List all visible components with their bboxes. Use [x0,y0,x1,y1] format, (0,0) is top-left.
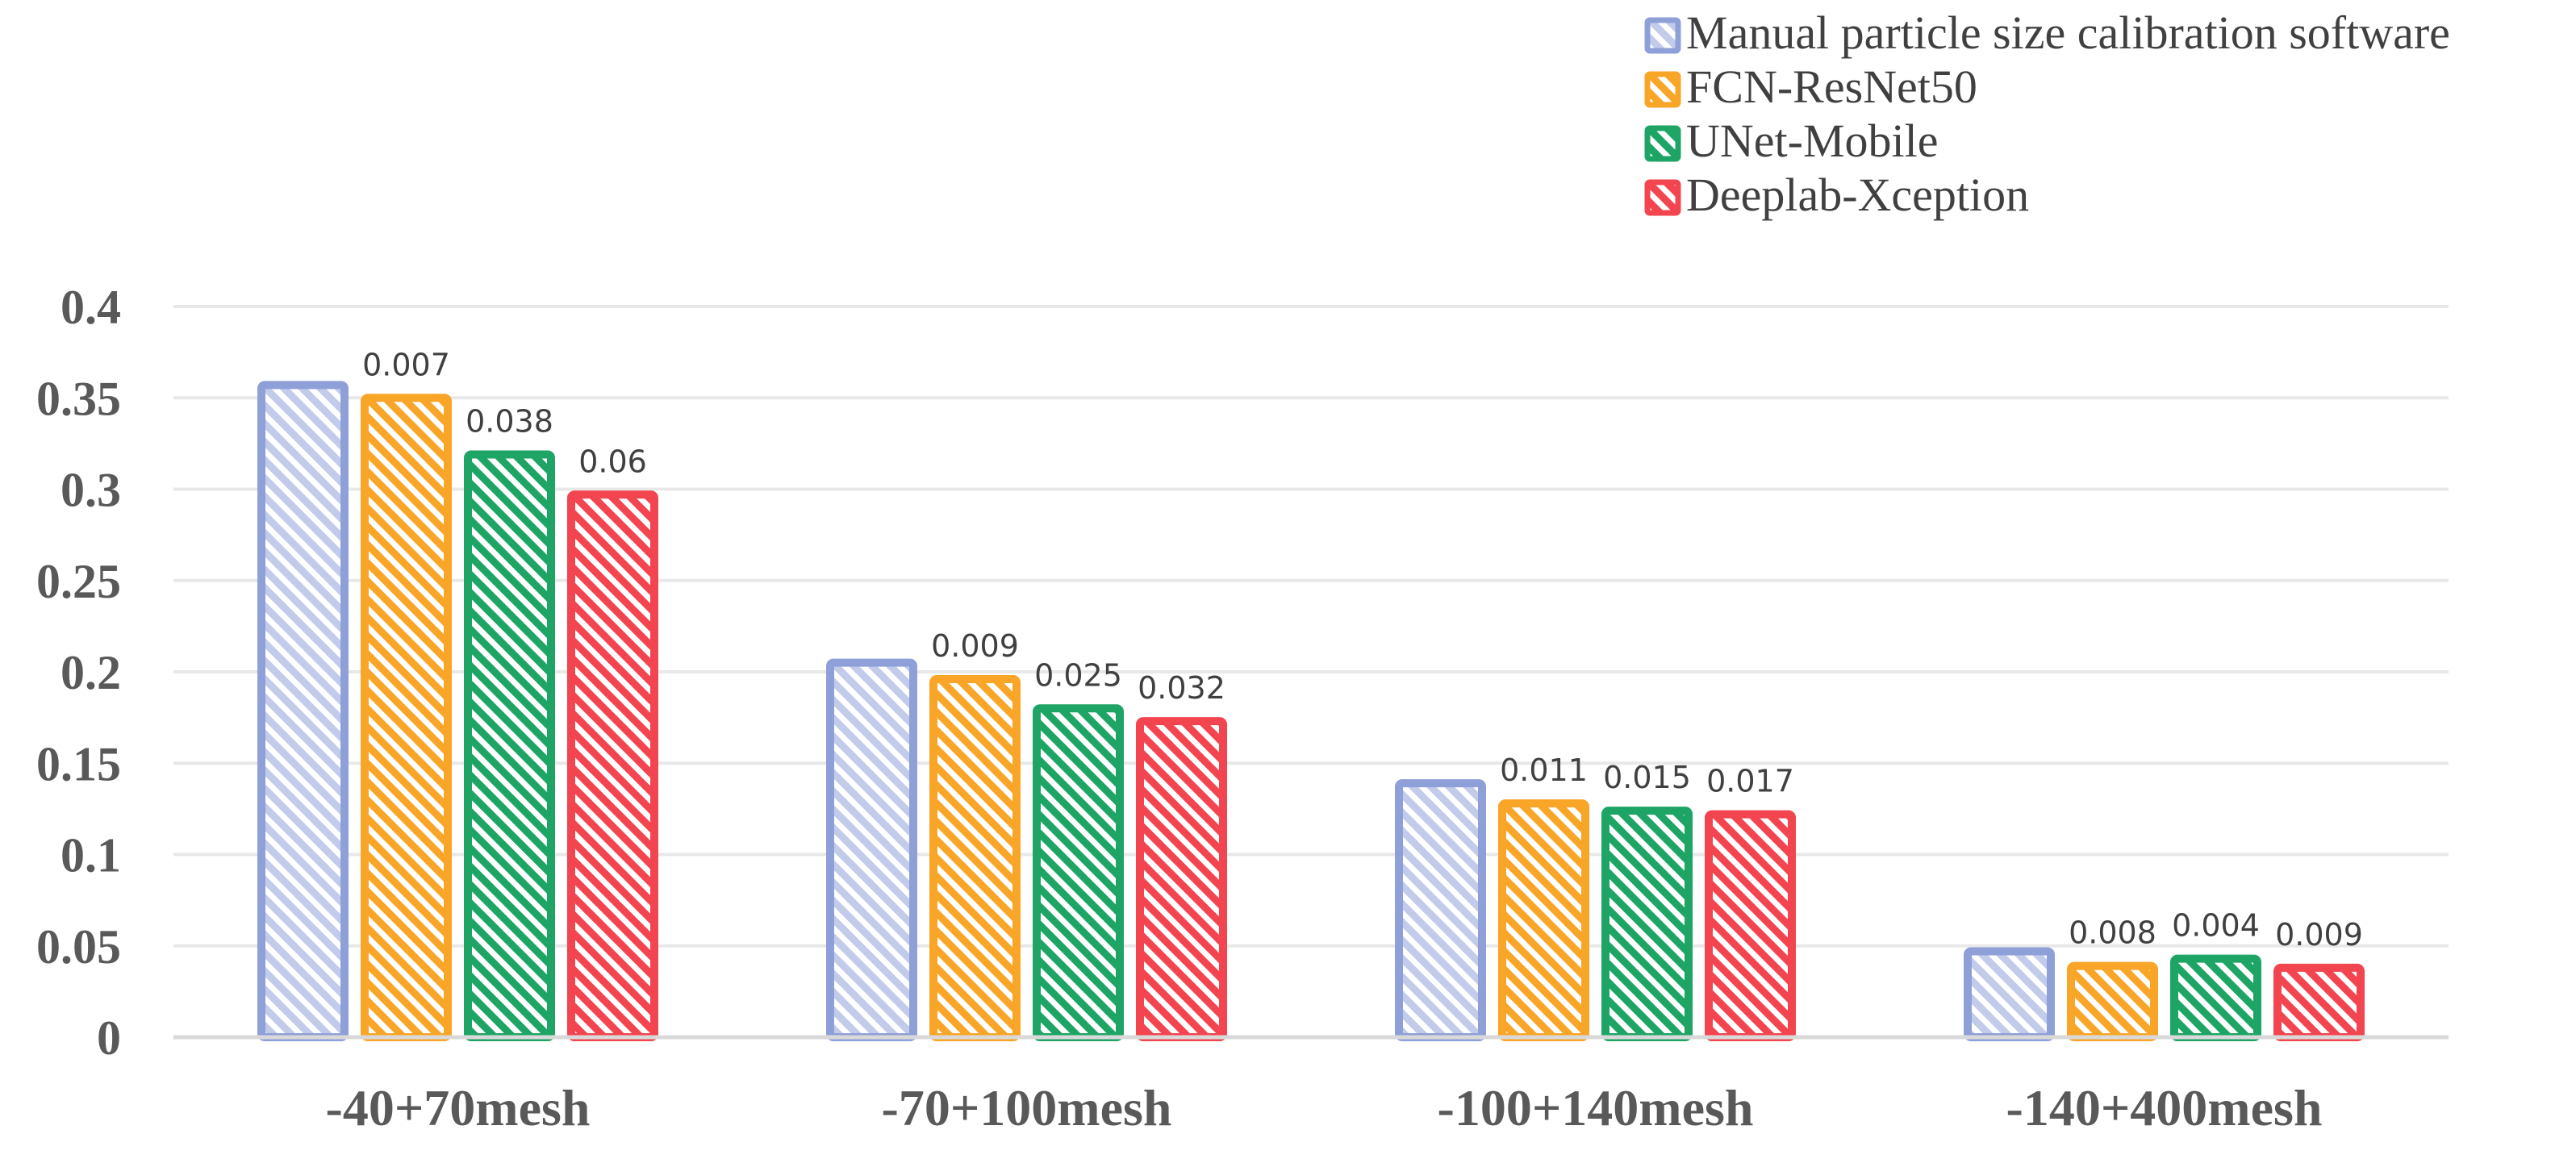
y-tick-label: 0.4 [61,281,121,334]
bar-unet-mobile-40-70mesh [464,450,555,1041]
bar-manual-particle-size-calibration-software-70-100mesh [826,658,917,1041]
bar-manual-particle-size-calibration-software-140-400mesh [1964,947,2055,1042]
y-tick-label: 0.35 [36,372,121,425]
legend-swatch-unet-mobile [1644,125,1681,162]
legend: Manual particle size calibration softwar… [1644,6,2450,221]
data-label: 0.06 [578,444,647,479]
bar-deeplab-xception-70-100mesh [1136,717,1227,1042]
legend-label: Deeplab-Xception [1686,169,2029,221]
y-tick-label: 0.05 [36,920,121,973]
bar-fcn-resnet50-140-400mesh [2067,961,2158,1042]
data-label: 0.011 [1500,753,1588,788]
legend-swatch-deeplab-xception [1644,179,1681,216]
bar-manual-particle-size-calibration-software-40-70mesh [257,381,349,1041]
bar-manual-particle-size-calibration-software-100-140mesh [1395,779,1486,1041]
legend-label: UNet-Mobile [1686,115,1939,167]
bar-deeplab-xception-100-140mesh [1705,810,1796,1041]
bar-fcn-resnet50-100-140mesh [1498,799,1589,1042]
bar-fcn-resnet50-70-100mesh [929,675,1021,1041]
bar-deeplab-xception-140-400mesh [2273,963,2365,1042]
x-tick-label: -100+140mesh [1438,1079,1754,1136]
bar-unet-mobile-140-400mesh [2170,954,2261,1041]
data-label: 0.017 [1706,764,1794,799]
data-label: 0.015 [1603,760,1691,795]
bars [257,381,2365,1042]
data-label: 0.038 [466,403,553,439]
bar-fcn-resnet50-40-70mesh [361,394,452,1041]
x-tick-label: -70+100mesh [882,1079,1172,1136]
x-tick-label: -140+400mesh [2006,1079,2323,1136]
data-label: 0.032 [1138,670,1225,706]
bar-unet-mobile-70-100mesh [1033,704,1124,1041]
bar-deeplab-xception-40-70mesh [567,490,658,1041]
y-tick-label: 0.2 [61,646,121,699]
data-label: 0.004 [2172,908,2260,944]
y-tick-label: 0.15 [36,737,121,790]
legend-swatch-manual-particle-size-calibration-software [1644,17,1681,54]
y-tick-label: 0.1 [61,829,121,882]
data-label: 0.009 [931,628,1019,664]
data-label: 0.008 [2069,915,2156,951]
legend-label: FCN-ResNet50 [1686,60,1977,113]
y-tick-label: 0.25 [36,555,121,608]
data-labels: 0.007 0.038 0.06 0.009 0.025 0.032 0.011 0.015 0… [362,347,2363,953]
legend-label: Manual particle size calibration softwar… [1686,6,2450,59]
x-axis: -40+70mesh -70+100mesh -100+140mesh -140+40… [326,1079,2323,1136]
legend-swatch-fcn-resnet50 [1644,71,1681,108]
bar-unet-mobile-100-140mesh [1601,807,1693,1041]
x-tick-label: -40+70mesh [326,1079,591,1136]
y-tick-label: 0.3 [61,464,121,517]
data-label: 0.025 [1034,657,1122,693]
y-axis: 0 0.05 0.1 0.15 0.2 0.25 0.3 0.35 0.4 [36,281,121,1065]
y-tick-label: 0 [97,1011,121,1065]
data-label: 0.007 [362,347,450,382]
data-label: 0.009 [2275,917,2363,953]
